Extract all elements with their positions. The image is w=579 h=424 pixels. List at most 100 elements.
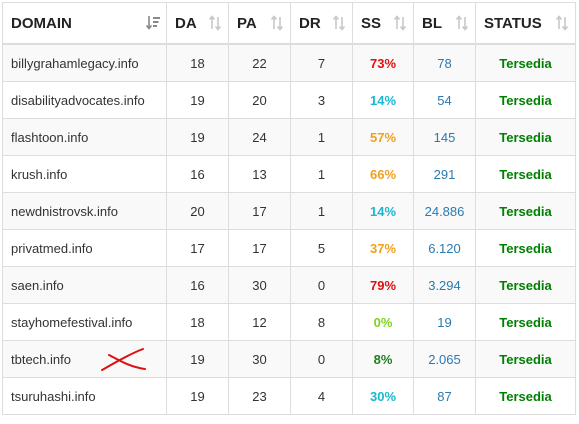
pa-cell: 20 (228, 81, 291, 119)
bl-cell: 87 (413, 377, 476, 415)
table-row[interactable]: disabilityadvocates.info 19 20 3 14% 54 Tersed… (2, 81, 576, 119)
dr-cell: 4 (290, 377, 353, 415)
ss-cell: 0% (352, 303, 414, 341)
column-header-status[interactable]: STATUS (475, 2, 576, 45)
bl-cell: 78 (413, 43, 476, 82)
domain-table: DOMAIN DA PA DR SS BL STATUS billygrahamlegacy… (2, 2, 576, 415)
da-cell: 19 (166, 118, 229, 156)
domain-cell: saen.info (2, 266, 167, 304)
da-cell: 16 (166, 155, 229, 193)
status-cell: Tersedia (475, 118, 576, 156)
column-header-dr[interactable]: DR (290, 2, 353, 45)
status-cell: Tersedia (475, 377, 576, 415)
domain-name[interactable]: billygrahamlegacy.info (11, 55, 139, 71)
status-cell: Tersedia (475, 155, 576, 193)
column-header-label: DA (175, 14, 197, 32)
pa-cell: 22 (228, 43, 291, 82)
da-cell: 20 (166, 192, 229, 230)
column-header-label: PA (237, 14, 257, 32)
bl-cell: 3.294 (413, 266, 476, 304)
status-cell: Tersedia (475, 303, 576, 341)
domain-cell: tsuruhashi.info (2, 377, 167, 415)
table-row[interactable]: krush.info 16 13 1 66% 291 Tersedia (2, 155, 576, 193)
bl-cell: 24.886 (413, 192, 476, 230)
status-cell: Tersedia (475, 43, 576, 82)
table-row[interactable]: flashtoon.info 19 24 1 57% 145 Tersedia (2, 118, 576, 156)
dr-cell: 0 (290, 340, 353, 378)
dr-cell: 1 (290, 118, 353, 156)
da-cell: 19 (166, 81, 229, 119)
domain-cell: flashtoon.info (2, 118, 167, 156)
bl-cell: 2.065 (413, 340, 476, 378)
column-header-domain[interactable]: DOMAIN (2, 2, 167, 45)
domain-cell: newdnistrovsk.info (2, 192, 167, 230)
table-row[interactable]: saen.info 16 30 0 79% 3.294 Tersedia (2, 266, 576, 304)
pa-cell: 23 (228, 377, 291, 415)
domain-name[interactable]: privatmed.info (11, 240, 93, 256)
table-row[interactable]: stayhomefestival.info 18 12 8 0% 19 Tersedia (2, 303, 576, 341)
dr-cell: 0 (290, 266, 353, 304)
ss-cell: 30% (352, 377, 414, 415)
table-row[interactable]: billygrahamlegacy.info 18 22 7 73% 78 Tersedia (2, 43, 576, 82)
table-row[interactable]: privatmed.info 17 17 5 37% 6.120 Tersedia (2, 229, 576, 267)
domain-cell: privatmed.info (2, 229, 167, 267)
column-header-label: BL (422, 14, 442, 32)
da-cell: 18 (166, 303, 229, 341)
ss-cell: 37% (352, 229, 414, 267)
bl-cell: 54 (413, 81, 476, 119)
pa-cell: 24 (228, 118, 291, 156)
pa-cell: 30 (228, 266, 291, 304)
domain-name[interactable]: newdnistrovsk.info (11, 203, 118, 219)
table-header: DOMAIN DA PA DR SS BL STATUS (2, 2, 576, 45)
ss-cell: 8% (352, 340, 414, 378)
column-header-bl[interactable]: BL (413, 2, 476, 45)
header-row: DOMAIN DA PA DR SS BL STATUS (2, 2, 576, 45)
pa-cell: 13 (228, 155, 291, 193)
domain-name[interactable]: tbtech.info (11, 351, 71, 367)
ss-cell: 73% (352, 43, 414, 82)
domain-name[interactable]: saen.info (11, 277, 64, 293)
pa-cell: 12 (228, 303, 291, 341)
status-cell: Tersedia (475, 340, 576, 378)
ss-cell: 14% (352, 192, 414, 230)
column-header-ss[interactable]: SS (352, 2, 414, 45)
bl-cell: 6.120 (413, 229, 476, 267)
pa-cell: 17 (228, 229, 291, 267)
ss-cell: 57% (352, 118, 414, 156)
domain-name[interactable]: tsuruhashi.info (11, 388, 96, 404)
pa-cell: 30 (228, 340, 291, 378)
ss-cell: 79% (352, 266, 414, 304)
dr-cell: 8 (290, 303, 353, 341)
table-row[interactable]: newdnistrovsk.info 20 17 1 14% 24.886 Tersedia (2, 192, 576, 230)
column-header-da[interactable]: DA (166, 2, 229, 45)
bl-cell: 19 (413, 303, 476, 341)
ss-cell: 14% (352, 81, 414, 119)
column-header-label: DR (299, 14, 321, 32)
da-cell: 16 (166, 266, 229, 304)
da-cell: 19 (166, 377, 229, 415)
domain-table-container: DOMAIN DA PA DR SS BL STATUS billygrahamlegacy… (2, 2, 577, 415)
column-header-label: STATUS (484, 14, 542, 32)
domain-cell: billygrahamlegacy.info (2, 43, 167, 82)
bl-cell: 291 (413, 155, 476, 193)
domain-name[interactable]: disabilityadvocates.info (11, 92, 145, 108)
table-body: billygrahamlegacy.info 18 22 7 73% 78 Tersedia… (2, 43, 576, 415)
column-header-pa[interactable]: PA (228, 2, 291, 45)
table-row[interactable]: tbtech.info 19 30 0 8% 2.065 Tersedia (2, 340, 576, 378)
status-cell: Tersedia (475, 266, 576, 304)
status-cell: Tersedia (475, 81, 576, 119)
column-header-label: DOMAIN (11, 14, 72, 32)
pa-cell: 17 (228, 192, 291, 230)
dr-cell: 7 (290, 43, 353, 82)
domain-name[interactable]: stayhomefestival.info (11, 314, 133, 330)
column-header-label: SS (361, 14, 382, 32)
domain-name[interactable]: flashtoon.info (11, 129, 89, 145)
domain-name[interactable]: krush.info (11, 166, 68, 182)
status-cell: Tersedia (475, 192, 576, 230)
domain-cell: stayhomefestival.info (2, 303, 167, 341)
table-row[interactable]: tsuruhashi.info 19 23 4 30% 87 Tersedia (2, 377, 576, 415)
dr-cell: 5 (290, 229, 353, 267)
domain-cell: disabilityadvocates.info (2, 81, 167, 119)
bl-cell: 145 (413, 118, 476, 156)
da-cell: 17 (166, 229, 229, 267)
